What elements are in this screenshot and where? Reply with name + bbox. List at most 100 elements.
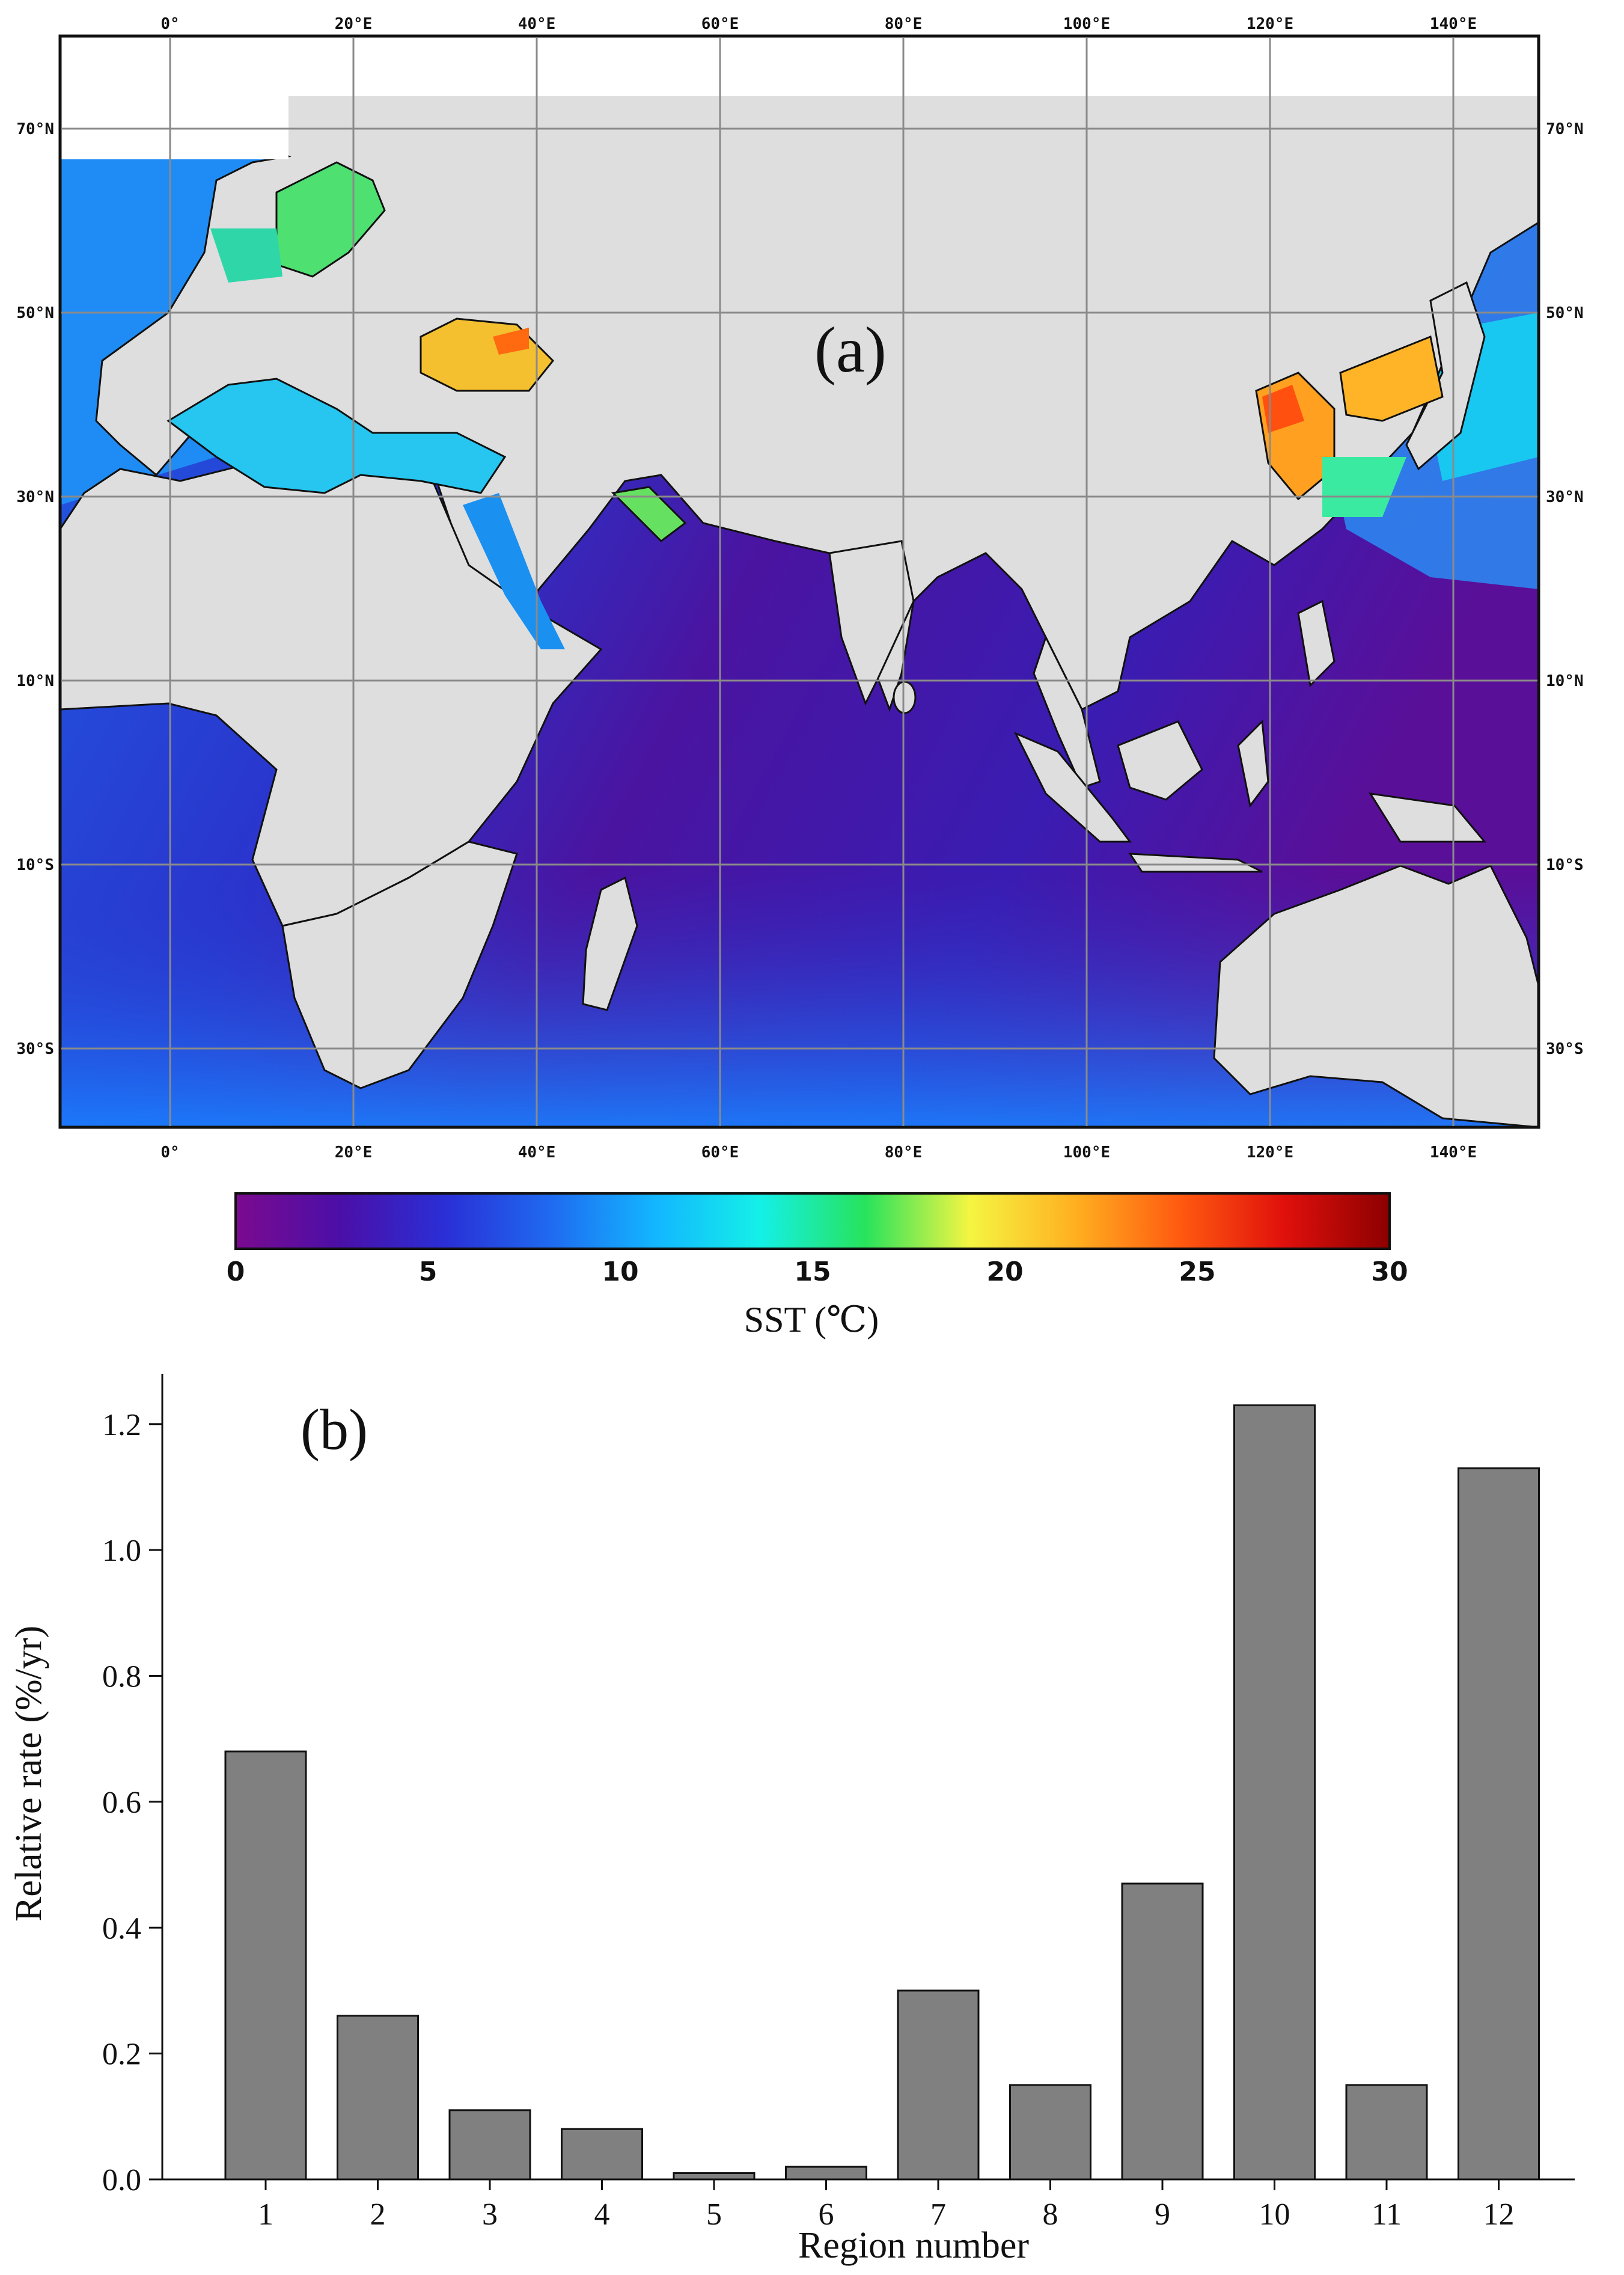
bar-region-9: [1121, 1882, 1204, 2181]
sst-map-panel: 0° 20°E 40°E 60°E 80°E 100°E 120°E 140°E 0° 20°E…: [16, 15, 1583, 1340]
x-tick-label: 7: [930, 2197, 946, 2232]
sst-colorbar: [234, 1192, 1391, 1250]
latitude-labels-right: 70°N 50°N 30°N 10°N 10°S 30°S: [1546, 120, 1584, 1058]
x-tick-label: 8: [1043, 2197, 1058, 2232]
y-axis-ticks: 0.0 0.2 0.4 0.6 0.8 1.0 1.2: [102, 1408, 162, 2197]
longitude-label: 0°: [160, 15, 179, 33]
latitude-label: 30°S: [1546, 1040, 1584, 1058]
latitude-label: 70°N: [16, 120, 54, 138]
latitude-label: 30°N: [1546, 488, 1584, 506]
x-tick-label: 9: [1155, 2197, 1170, 2232]
y-tick-label: 0.6: [102, 1786, 141, 1820]
india-peninsula: [828, 540, 915, 706]
latitude-labels-left: 70°N 50°N 30°N 10°N 10°S 30°S: [16, 120, 54, 1058]
bar-region-2: [337, 2015, 419, 2181]
x-tick-label: 12: [1483, 2197, 1515, 2232]
x-tick-label: 4: [594, 2197, 610, 2232]
bar-chart-panel: 0.00.20.40.60.81.01.2 1 2 3 4 5 6 7 8 9 10 11 12 (b…: [8, 1374, 1575, 2266]
y-tick-label: 0.8: [102, 1660, 141, 1694]
bar-region-5: [673, 2172, 756, 2181]
no-data-region: [60, 36, 1539, 159]
philippines: [1297, 599, 1336, 688]
north-sea: [210, 228, 282, 283]
east-china-sea: [1322, 457, 1406, 517]
africa-north-landmass: [60, 456, 603, 927]
y-tick-label: 0.2: [102, 2038, 141, 2072]
y-tick-label: 0.0: [102, 2163, 141, 2197]
longitude-label: 140°E: [1430, 1144, 1477, 1162]
x-tick-label: 2: [370, 2197, 386, 2232]
panel-b-label: (b): [301, 1397, 368, 1462]
bar-region-4: [561, 2128, 643, 2181]
longitude-label: 40°E: [518, 1144, 556, 1162]
borneo: [1117, 720, 1203, 801]
bar-region-1: [224, 1750, 307, 2181]
longitude-labels-top: 0° 20°E 40°E 60°E 80°E 100°E 120°E 140°E: [160, 15, 1477, 33]
colorbar-tick-label: 10: [602, 1257, 638, 1287]
longitude-label: 60°E: [701, 1144, 739, 1162]
madagascar: [582, 876, 638, 1011]
x-tick-label: 1: [258, 2197, 273, 2232]
latitude-label: 10°S: [16, 856, 54, 874]
panel-a-label: (a): [814, 314, 887, 386]
latitude-label: 10°S: [1546, 856, 1584, 874]
y-tick-label: 0.4: [102, 1911, 141, 1946]
bar-region-11: [1345, 2084, 1428, 2181]
x-axis-title: Region number: [798, 2225, 1029, 2266]
longitude-label: 100°E: [1063, 1144, 1110, 1162]
y-tick-label: 1.2: [102, 1408, 141, 1442]
africa-south-landmass: [281, 840, 518, 1089]
longitude-label: 20°E: [335, 1144, 373, 1162]
map-content: [60, 36, 1539, 1127]
longitude-labels-bottom: 0° 20°E 40°E 60°E 80°E 100°E 120°E 140°E: [160, 1144, 1477, 1162]
longitude-label: 80°E: [885, 15, 923, 33]
colorbar-tick-label: 30: [1371, 1257, 1408, 1287]
eurasia-landmass: [60, 36, 1539, 712]
colorbar-label: SST (℃): [744, 1300, 879, 1340]
map-frame: [58, 34, 1540, 1129]
latitude-label: 30°S: [16, 1040, 54, 1058]
x-tick-label: 5: [706, 2197, 722, 2232]
longitude-label: 60°E: [701, 15, 739, 33]
longitude-label: 100°E: [1063, 15, 1110, 33]
longitude-label: 120°E: [1247, 15, 1293, 33]
latitude-label: 30°N: [16, 488, 54, 506]
colorbar-tick-label: 25: [1179, 1257, 1215, 1287]
x-axis-ticks: 1 2 3 4 5 6 7 8 9 10 11 12: [258, 2179, 1515, 2232]
longitude-label: 140°E: [1430, 15, 1477, 33]
x-tick-label: 3: [482, 2197, 498, 2232]
longitude-label: 40°E: [518, 15, 556, 33]
bar-region-6: [785, 2166, 867, 2181]
longitude-label: 80°E: [885, 1144, 923, 1162]
longitude-label: 120°E: [1247, 1144, 1293, 1162]
mediterranean-sea: [166, 378, 507, 494]
longitude-label: 0°: [160, 1144, 179, 1162]
latitude-label: 10°N: [1546, 672, 1584, 690]
graticule: [61, 37, 1537, 1126]
colorbar-tick-label: 15: [794, 1257, 831, 1287]
x-tick-label: 10: [1259, 2197, 1290, 2232]
longitude-label: 20°E: [335, 15, 373, 33]
latitude-label: 50°N: [16, 304, 54, 322]
bar-region-3: [448, 2109, 531, 2181]
black-sea-warm-patch: [493, 328, 529, 355]
bars: [224, 1404, 1540, 2181]
bar-region-8: [1009, 2084, 1091, 2181]
x-tick-label: 6: [819, 2197, 834, 2232]
colorbar-tick-label: 20: [986, 1257, 1023, 1287]
sea-of-japan: [1339, 335, 1444, 422]
bar-region-7: [897, 1989, 980, 2181]
latitude-label: 70°N: [1546, 120, 1584, 138]
colorbar-tick-label: 0: [227, 1257, 245, 1287]
latitude-label: 50°N: [1546, 304, 1584, 322]
latitude-label: 10°N: [16, 672, 54, 690]
new-guinea: [1369, 792, 1487, 843]
colorbar-tick-label: 5: [419, 1257, 438, 1287]
bar-region-12: [1458, 1467, 1540, 2181]
y-axis-title: Relative rate (%/yr): [8, 1626, 49, 1921]
bohai-sea: [1262, 385, 1304, 433]
java: [1128, 853, 1263, 873]
y-tick-label: 1.0: [102, 1534, 141, 1568]
x-tick-label: 11: [1372, 2197, 1402, 2232]
